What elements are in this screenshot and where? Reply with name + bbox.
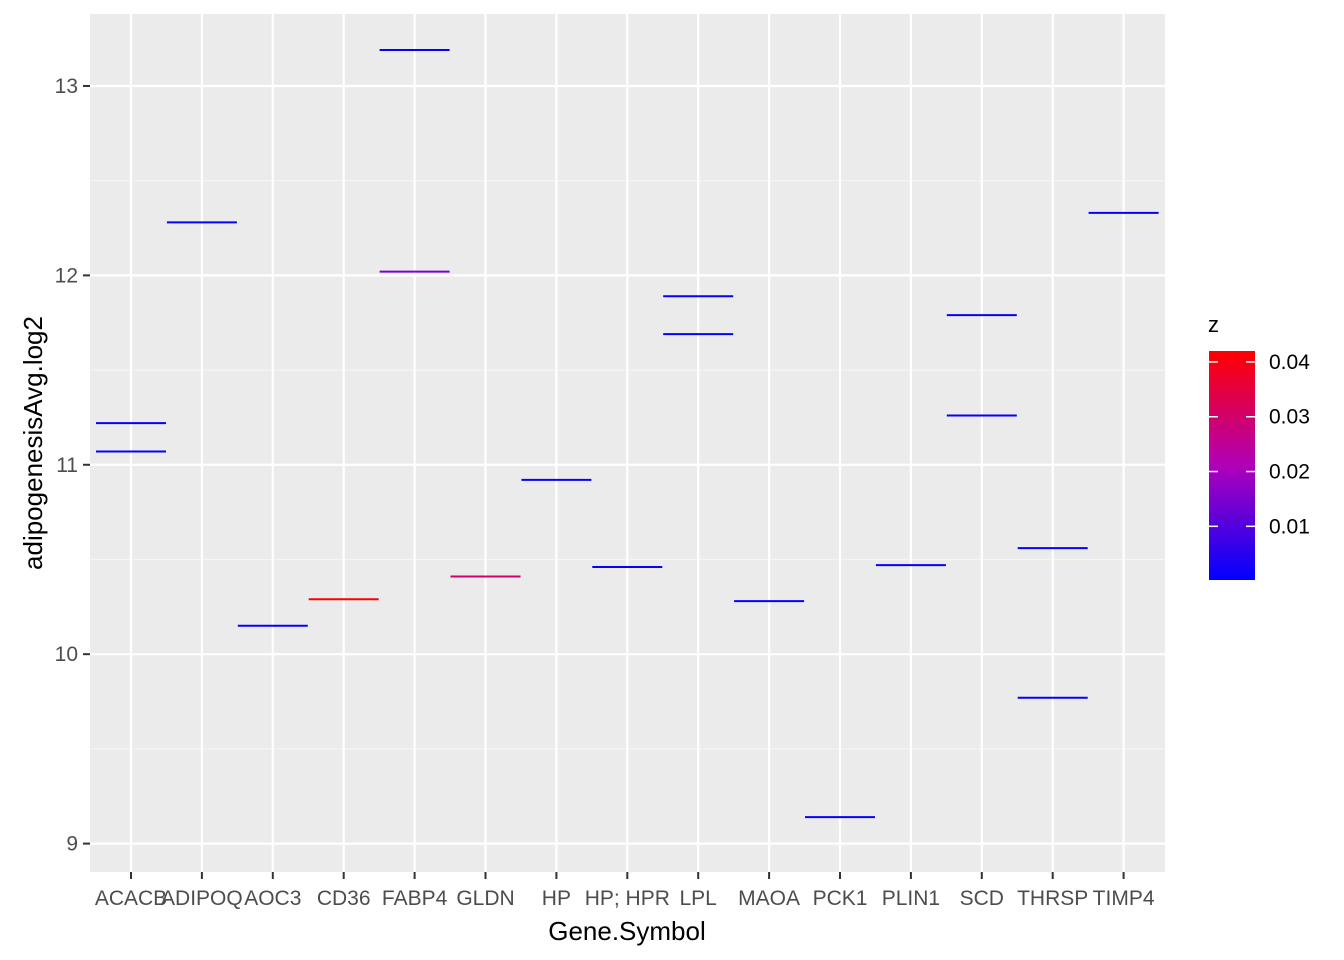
x-tick-label: ACACB	[95, 887, 167, 910]
major-gridlines	[90, 14, 1165, 872]
x-tick-label: TIMP4	[1093, 887, 1155, 910]
y-tick-label: 9	[66, 833, 78, 856]
x-tick-label: FABP4	[382, 887, 448, 910]
x-tick-label: HP	[542, 887, 571, 910]
y-tick-label: 12	[55, 264, 78, 287]
x-tick-label: SCD	[960, 887, 1004, 910]
x-tick-label: ADIPOQ	[161, 887, 243, 910]
y-tick-label: 10	[55, 643, 78, 666]
x-tick-label: THRSP	[1017, 887, 1088, 910]
legend-tick-label: 0.04	[1269, 351, 1310, 374]
x-tick-label: HP; HPR	[585, 887, 670, 910]
y-axis-title: adipogenesisAvg.log2	[18, 316, 48, 570]
x-tick-label: MAOA	[738, 887, 800, 910]
legend-tick-label: 0.02	[1269, 461, 1310, 484]
y-axis: 9 10 11 12 13	[55, 75, 90, 856]
legend-ticks: 0.01 0.02 0.03 0.04	[1209, 351, 1310, 538]
legend: z 0.01 0.02 0.03 0.04	[1208, 312, 1310, 580]
x-tick-label: AOC3	[244, 887, 301, 910]
legend-tick-label: 0.01	[1269, 515, 1310, 538]
x-axis-title: Gene.Symbol	[548, 916, 706, 946]
legend-tick-label: 0.03	[1269, 406, 1310, 429]
x-tick-label: CD36	[317, 887, 371, 910]
x-tick-label: LPL	[680, 887, 717, 910]
legend-colorbar	[1209, 351, 1255, 580]
data-marks	[96, 48, 1159, 819]
x-tick-label: PCK1	[813, 887, 868, 910]
x-tick-label: PLIN1	[882, 887, 940, 910]
x-tick-label: GLDN	[456, 887, 514, 910]
y-tick-label: 13	[55, 75, 78, 98]
legend-title: z	[1208, 312, 1219, 337]
y-tick-label: 11	[56, 454, 78, 477]
